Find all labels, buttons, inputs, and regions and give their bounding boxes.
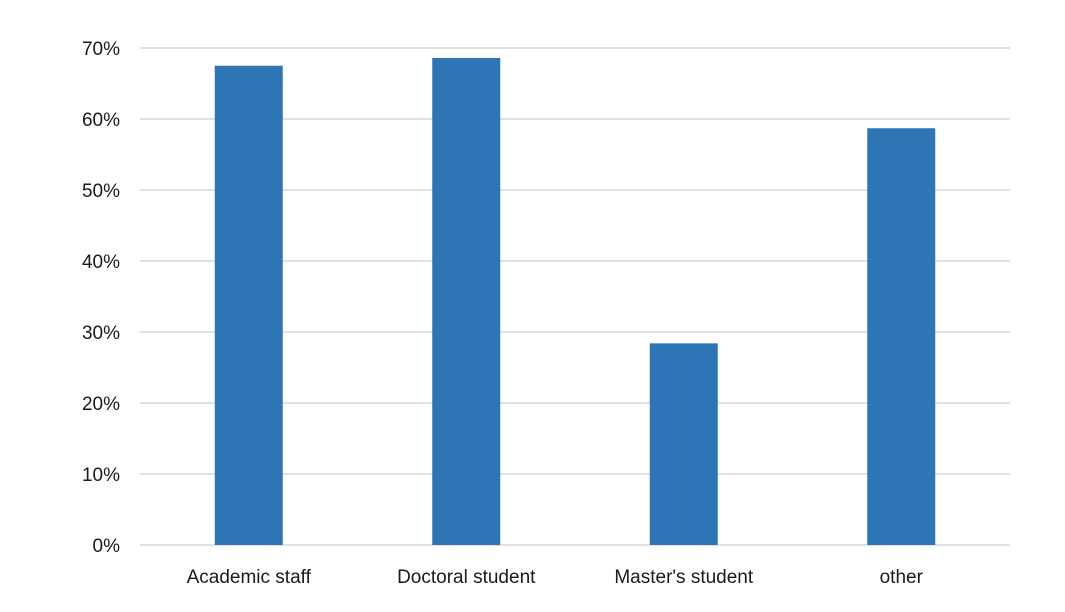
bar-1 <box>432 57 501 545</box>
y-axis-ticks: 0% 10% 20% 30% 40% 50% 60% 70% <box>82 39 120 557</box>
y-tick-label: 70% <box>82 39 120 60</box>
bars <box>214 57 936 546</box>
bar-3 <box>867 128 936 546</box>
x-axis-categories: Academic staff Doctoral student Master's s… <box>187 567 924 588</box>
x-category-label: Doctoral student <box>397 567 536 588</box>
y-tick-label: 10% <box>82 465 120 486</box>
y-tick-label: 60% <box>82 110 120 131</box>
x-category-label: Academic staff <box>187 567 312 588</box>
x-category-label: Master's student <box>614 567 754 588</box>
y-tick-label: 30% <box>82 323 120 344</box>
bar-0 <box>214 65 283 545</box>
y-tick-label: 40% <box>82 252 120 273</box>
x-category-label: other <box>880 567 924 588</box>
y-tick-label: 0% <box>93 536 121 557</box>
y-tick-label: 20% <box>82 394 120 415</box>
bar-2 <box>649 343 718 545</box>
y-tick-label: 50% <box>82 181 120 202</box>
gridlines <box>140 47 1010 546</box>
